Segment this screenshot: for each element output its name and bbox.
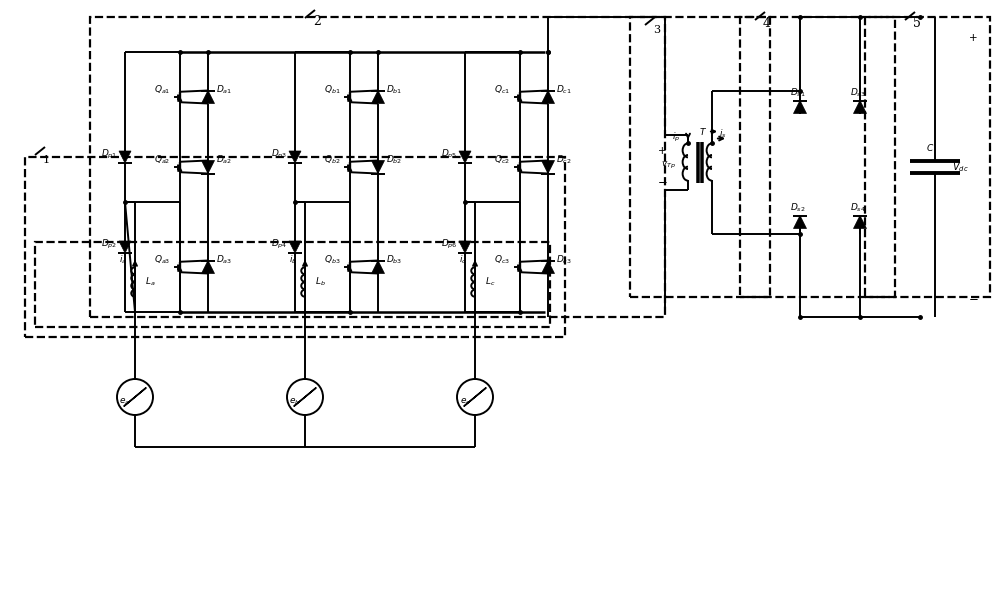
Polygon shape [202, 161, 214, 173]
Text: $Q_{b2}$: $Q_{b2}$ [324, 154, 340, 166]
Text: $i_b$: $i_b$ [289, 254, 297, 266]
Text: $i_c$: $i_c$ [459, 254, 467, 266]
Text: $L_a$: $L_a$ [145, 276, 155, 288]
Text: $D_{p3}$: $D_{p3}$ [271, 147, 287, 161]
Polygon shape [459, 151, 471, 163]
Text: $+$: $+$ [657, 144, 667, 155]
Text: $e_a$: $e_a$ [119, 397, 131, 407]
Text: $T$: $T$ [699, 126, 707, 137]
Polygon shape [202, 90, 214, 104]
Text: $i_p$: $i_p$ [672, 131, 680, 144]
Polygon shape [794, 216, 806, 229]
Text: $L_c$: $L_c$ [485, 276, 495, 288]
Text: $D_{b3}$: $D_{b3}$ [386, 254, 402, 266]
Polygon shape [119, 241, 131, 253]
Polygon shape [459, 241, 471, 253]
Text: $D_{p4}$: $D_{p4}$ [271, 237, 287, 250]
Text: $Q_{c2}$: $Q_{c2}$ [494, 154, 510, 166]
Text: $D_{a1}$: $D_{a1}$ [216, 84, 232, 96]
Text: $+$: $+$ [968, 31, 978, 43]
Text: $D_{b1}$: $D_{b1}$ [386, 84, 402, 96]
Polygon shape [372, 161, 384, 173]
Text: $D_{c2}$: $D_{c2}$ [556, 154, 572, 166]
Polygon shape [854, 216, 866, 229]
Polygon shape [794, 101, 806, 114]
Bar [630, 17, 770, 297]
Text: $V_{dc}$: $V_{dc}$ [952, 160, 968, 174]
Text: $Q_{b1}$: $Q_{b1}$ [324, 84, 340, 96]
Bar [90, 17, 665, 317]
Text: $D_{s3}$: $D_{s3}$ [850, 87, 866, 99]
Polygon shape [119, 151, 131, 163]
Text: $D_{c3}$: $D_{c3}$ [556, 254, 572, 266]
Text: $D_{p6}$: $D_{p6}$ [441, 237, 457, 250]
Polygon shape [289, 241, 301, 253]
Polygon shape [372, 261, 384, 273]
Polygon shape [289, 151, 301, 163]
Bar [740, 17, 895, 297]
Bar [865, 17, 990, 297]
Text: $e_b$: $e_b$ [289, 397, 301, 407]
Text: 1: 1 [43, 155, 50, 165]
Text: $D_{s2}$: $D_{s2}$ [790, 202, 806, 214]
Text: $Q_{a2}$: $Q_{a2}$ [154, 154, 170, 166]
Text: 5: 5 [913, 17, 921, 30]
Text: $Q_{b3}$: $Q_{b3}$ [324, 254, 340, 266]
Text: $D_{p2}$: $D_{p2}$ [101, 237, 117, 250]
Bar [35, 242, 550, 327]
Text: $D_{c1}$: $D_{c1}$ [556, 84, 572, 96]
Polygon shape [372, 90, 384, 104]
Text: $e_c$: $e_c$ [460, 397, 470, 407]
Text: $i_a$: $i_a$ [119, 254, 127, 266]
Text: $C$: $C$ [926, 141, 934, 152]
Text: $D_{p5}$: $D_{p5}$ [441, 147, 457, 161]
Text: $Q_{c3}$: $Q_{c3}$ [494, 254, 510, 266]
Polygon shape [202, 261, 214, 273]
Text: 4: 4 [763, 17, 771, 30]
Text: $D_{a2}$: $D_{a2}$ [216, 154, 232, 166]
Text: $Q_{a3}$: $Q_{a3}$ [154, 254, 170, 266]
Text: $Q_{c1}$: $Q_{c1}$ [494, 84, 510, 96]
Text: $v_{Tp}$: $v_{Tp}$ [661, 160, 675, 170]
Text: $Q_{a1}$: $Q_{a1}$ [154, 84, 170, 96]
Text: $D_{s1}$: $D_{s1}$ [790, 87, 806, 99]
Text: $D_{p1}$: $D_{p1}$ [101, 147, 117, 161]
Polygon shape [542, 90, 554, 104]
Text: $-$: $-$ [657, 173, 667, 187]
Text: 2: 2 [313, 15, 321, 28]
Text: $i_s$: $i_s$ [719, 127, 727, 140]
Polygon shape [542, 261, 554, 273]
Text: $D_{b2}$: $D_{b2}$ [386, 154, 402, 166]
Bar [25, 157, 565, 337]
Text: $-$: $-$ [968, 291, 978, 303]
Polygon shape [542, 161, 554, 173]
Polygon shape [854, 101, 866, 114]
Text: $L_b$: $L_b$ [315, 276, 325, 288]
Text: $D_{a3}$: $D_{a3}$ [216, 254, 232, 266]
Text: 3: 3 [653, 25, 660, 35]
Text: $D_{s4}$: $D_{s4}$ [850, 202, 866, 214]
